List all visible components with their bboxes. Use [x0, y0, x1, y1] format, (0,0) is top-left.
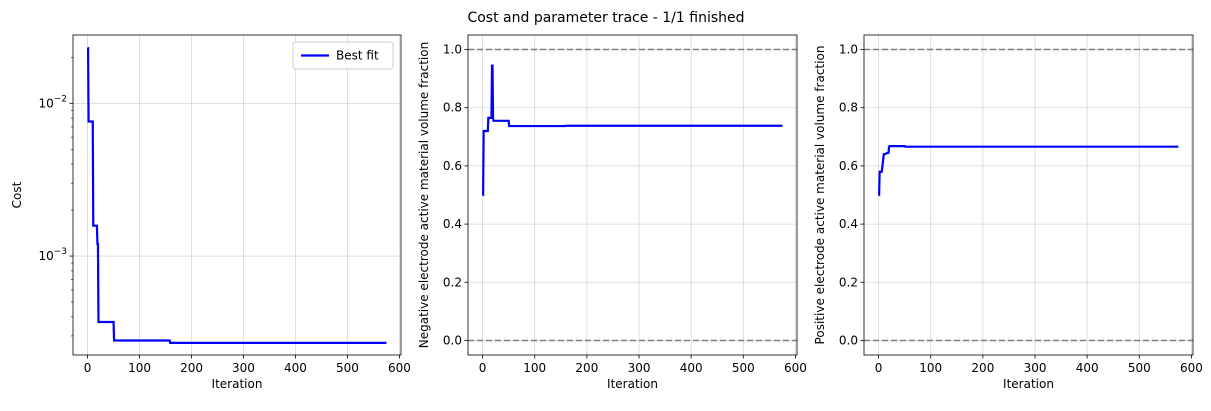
x-axis-label: Iteration	[1003, 377, 1054, 391]
x-tick-label: 100	[919, 361, 942, 375]
x-tick-label: 0	[875, 361, 883, 375]
legend: Best fit	[292, 41, 394, 70]
x-tick-label: 400	[284, 361, 307, 375]
y-tick-label: 0.8	[443, 101, 462, 115]
y-tick-label: 1.0	[443, 43, 462, 57]
y-tick-label: 10−3	[38, 247, 67, 263]
x-tick-label: 600	[1180, 361, 1203, 375]
series-line	[482, 64, 783, 197]
y-tick-label: 1.0	[839, 43, 858, 57]
x-tick-label: 200	[971, 361, 994, 375]
x-tick-label: 400	[680, 361, 703, 375]
panel-cost: 0 100 200 300 400 500 600 10−3 10−2 Iteration Cost…	[10, 34, 411, 391]
series-line	[878, 145, 1179, 197]
x-tick-label: 300	[1024, 361, 1047, 375]
x-tick-label: 600	[784, 361, 807, 375]
figure-title: Cost and parameter trace - 1/1 finished	[467, 10, 744, 26]
x-tick-label: 0	[479, 361, 487, 375]
y-axis-label: Positive electrode active material volum…	[813, 46, 827, 345]
y-tick-label: 0.6	[839, 159, 858, 173]
y-tick-label: 0.4	[839, 217, 858, 231]
x-tick-label: 500	[336, 361, 359, 375]
x-tick-label: 100	[523, 361, 546, 375]
axes-frame	[467, 34, 798, 356]
x-axis-label: Iteration	[607, 377, 658, 391]
x-axis-label: Iteration	[212, 377, 263, 391]
x-tick-label: 200	[575, 361, 598, 375]
x-tick-label: 0	[84, 361, 92, 375]
y-axis-label: Cost	[10, 181, 24, 208]
y-tick-label: 0.6	[443, 159, 462, 173]
x-tick-label: 300	[628, 361, 651, 375]
legend-label: Best fit	[336, 49, 379, 63]
panel-positive-fraction: 0 100 200 300 400 500 600 0.0 0.2 0.4 0.6 0.8 1.0 Ite…	[813, 34, 1203, 391]
y-axis-label: Negative electrode active material volum…	[417, 42, 431, 348]
y-tick-label: 0.8	[839, 101, 858, 115]
x-tick-label: 100	[128, 361, 151, 375]
x-tick-label: 200	[180, 361, 203, 375]
axes-frame	[863, 34, 1194, 356]
legend-box	[292, 41, 394, 70]
y-tick-label: 0.2	[839, 275, 858, 289]
y-tick-label: 0.0	[839, 333, 858, 347]
y-tick-label: 10−2	[38, 94, 67, 110]
panel-negative-fraction: 0 100 200 300 400 500 600 0.0 0.2 0.4 0.6 0.8 1.0 Ite…	[417, 34, 807, 391]
series-line	[86, 46, 387, 345]
x-tick-label: 600	[388, 361, 411, 375]
x-tick-label: 300	[232, 361, 255, 375]
x-tick-label: 500	[732, 361, 755, 375]
x-tick-label: 500	[1128, 361, 1151, 375]
y-tick-label: 0.2	[443, 275, 462, 289]
y-tick-label: 0.0	[443, 333, 462, 347]
x-tick-label: 400	[1076, 361, 1099, 375]
axes-frame	[72, 34, 402, 356]
y-tick-label: 0.4	[443, 217, 462, 231]
